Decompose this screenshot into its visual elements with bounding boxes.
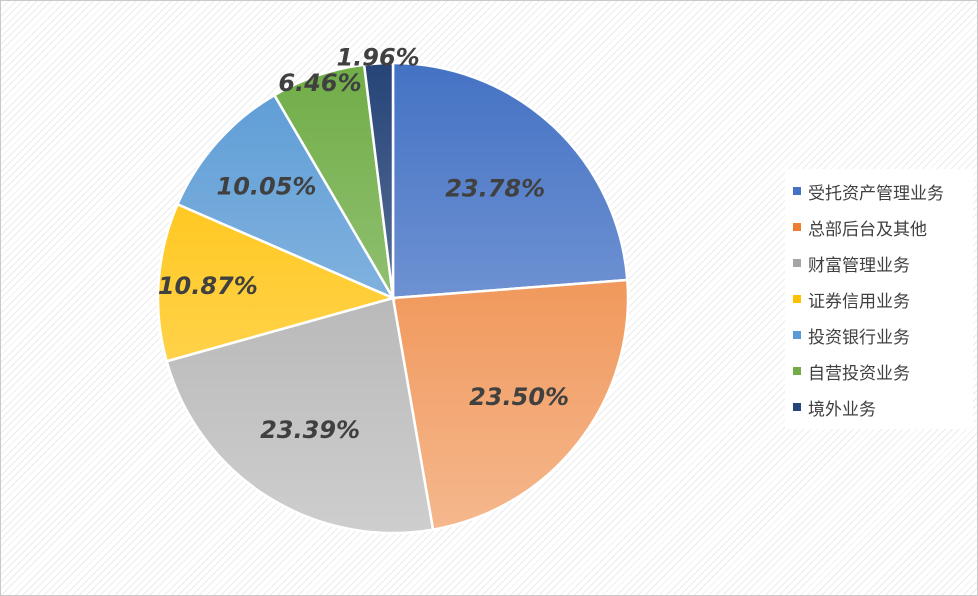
legend-swatch [793, 367, 801, 375]
data-label-3: 23.39% [260, 416, 360, 444]
pie-slice-2 [391, 278, 630, 532]
data-label-1: 23.78% [445, 175, 545, 203]
legend-item-3: 财富管理业务 [793, 245, 973, 281]
legend-item-5: 投资银行业务 [793, 317, 973, 353]
pie-slice-5 [175, 93, 397, 301]
legend-label: 总部后台及其他 [808, 219, 927, 240]
legend-item-7: 境外业务 [793, 389, 973, 425]
pie-slice-4 [156, 202, 397, 363]
legend-item-6: 自营投资业务 [793, 353, 973, 389]
data-label-6: 6.46% [278, 69, 361, 97]
legend-item-2: 总部后台及其他 [793, 209, 973, 245]
legend-label: 财富管理业务 [808, 255, 910, 276]
legend-item-4: 证券信用业务 [793, 281, 973, 317]
data-label-2: 23.50% [469, 383, 569, 411]
legend-label: 境外业务 [808, 399, 876, 420]
legend-label: 自营投资业务 [808, 363, 910, 384]
legend-item-1: 受托资产管理业务 [793, 173, 973, 209]
legend-swatch [793, 403, 801, 411]
pie-slice-7 [362, 61, 395, 299]
data-label-4: 10.87% [158, 272, 258, 300]
legend-swatch [793, 331, 801, 339]
pie-slice-3 [165, 296, 435, 535]
legend-swatch [793, 295, 801, 303]
data-label-7: 1.96% [336, 43, 419, 71]
legend-swatch [793, 187, 801, 195]
legend-swatch [793, 259, 801, 267]
data-label-5: 10.05% [217, 173, 317, 201]
pie-slice-1 [391, 61, 629, 300]
legend-label: 受托资产管理业务 [808, 183, 944, 204]
legend-swatch [793, 223, 801, 231]
legend-label: 证券信用业务 [808, 291, 910, 312]
legend-label: 投资银行业务 [808, 327, 910, 348]
legend: 受托资产管理业务 总部后台及其他 财富管理业务 证券信用业务 投资银行业务 自营投资业务境… [785, 169, 973, 429]
